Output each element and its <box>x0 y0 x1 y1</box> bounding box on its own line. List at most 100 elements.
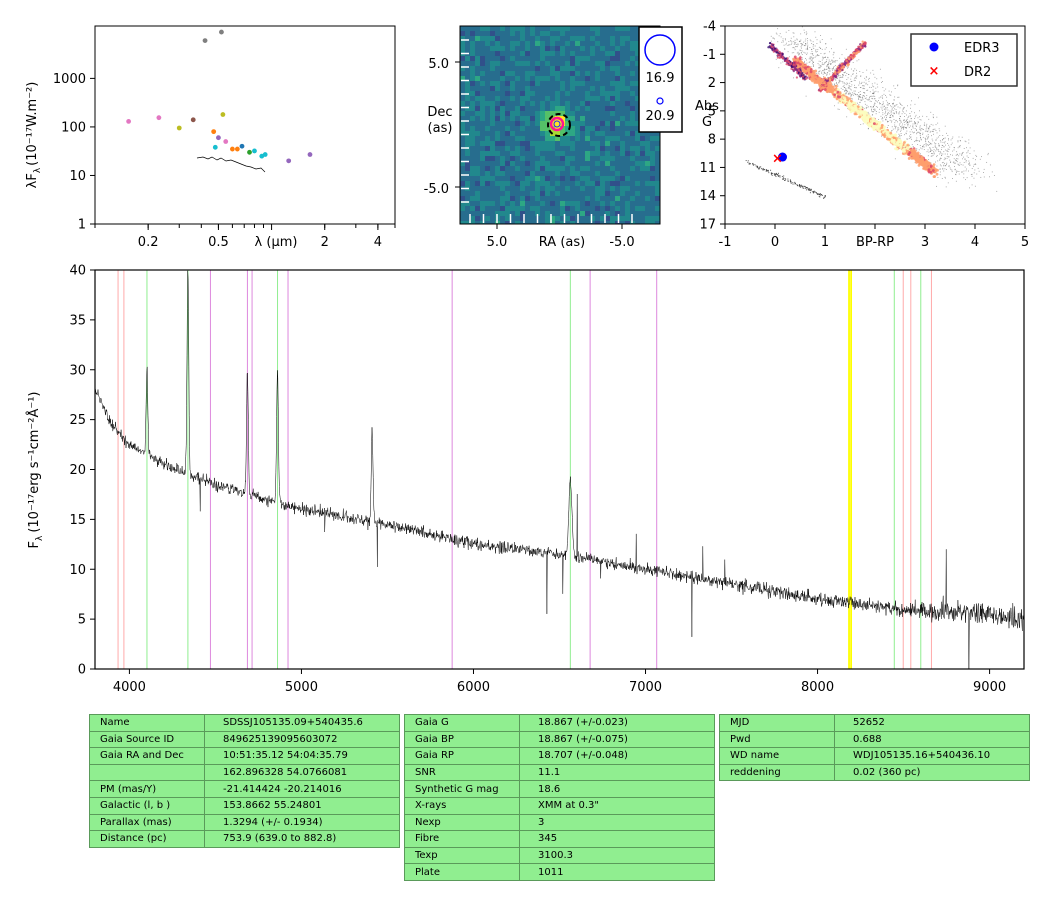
legend-edr3-label: EDR3 <box>964 41 1000 56</box>
spectrum-xtick-label: 8000 <box>801 680 834 695</box>
sed-point <box>252 148 257 154</box>
sed-point <box>247 149 252 155</box>
spectrum-panel: 0 5 10 15 20 25 30 35 40 4000 5000 6000 7000 8000 9000… <box>26 264 1025 695</box>
legend-dr2-label: DR2 <box>964 65 991 80</box>
cmd-ytick-label: 2 <box>708 76 716 91</box>
table-value-cell: WDJ105135.16+540436.10 <box>834 747 1030 765</box>
sed-ytick-label: 1 <box>78 218 86 233</box>
image-legend: 16.9 20.9 <box>638 26 683 133</box>
sed-xtick-label: 0.5 <box>208 235 229 250</box>
image-xtick-right: -5.0 <box>609 235 634 250</box>
table-value-cell: 18.867 (+/-0.075) <box>519 730 715 749</box>
table-value-cell: 3 <box>519 813 715 832</box>
spectrum-line <box>95 270 1024 669</box>
dr2-point: × <box>772 152 783 167</box>
edr3-point <box>778 152 787 162</box>
sed-panel: 1 10 100 1000 0.2 0.5 2 4 λ (μm) λFλ(10⁻¹⁷W.m⁻… <box>25 25 396 250</box>
spectrum-ytick-label: 40 <box>69 264 86 279</box>
cmd-ylabel-line2: G <box>702 115 712 130</box>
sed-ytick-label: 1000 <box>53 72 86 87</box>
sed-point <box>234 146 240 152</box>
source-marker <box>547 113 571 137</box>
cmd-xtick-label: 3 <box>921 235 929 250</box>
spectrum-ytick-label: 15 <box>69 513 86 528</box>
table-row: MJD 52652 <box>719 714 1030 732</box>
table-value-cell: 52652 <box>834 714 1030 732</box>
table-value-cell: 1.3294 (+/- 0.1934) <box>204 813 400 832</box>
sed-point <box>176 125 182 131</box>
table-row: Fibre 345 <box>404 830 715 848</box>
sed-point <box>262 152 268 157</box>
spectrum-ytick-label: 30 <box>69 363 86 378</box>
table-key-cell: Galactic (l, b ) <box>89 796 205 815</box>
spectrum-xtick-label: 9000 <box>973 680 1006 695</box>
table-value-cell: 3100.3 <box>519 846 715 865</box>
cmd-ytick-label: 5 <box>708 104 716 119</box>
table-row: Galactic (l, b ) 153.8662 55.24801 <box>89 796 400 815</box>
image-ylabel-line2: (as) <box>428 121 453 136</box>
table-key-cell: MJD <box>719 714 835 732</box>
table-key-cell: Pwd <box>719 730 835 749</box>
table-row: Gaia Source ID 849625139095603072 <box>89 730 400 749</box>
table-key-cell: Gaia G <box>404 714 520 732</box>
table-value-cell: 0.688 <box>834 730 1030 749</box>
table-row: Parallax (mas) 1.3294 (+/- 0.1934) <box>89 813 400 832</box>
table-key-cell: SNR <box>404 763 520 782</box>
spectrum-ytick-label: 10 <box>69 563 86 578</box>
table-row: WD name WDJ105135.16+540436.10 <box>719 747 1030 765</box>
table-row: Pwd 0.688 <box>719 730 1030 749</box>
info-table-2: Gaia G 18.867 (+/-0.023) Gaia BP 18.867 (+/… <box>404 714 715 881</box>
table-row: X-rays XMM at 0.3" <box>404 796 715 815</box>
cmd-ytick-label: -4 <box>703 20 716 35</box>
table-row: SNR 11.1 <box>404 763 715 782</box>
table-key-cell: Fibre <box>404 830 520 848</box>
table-value-cell: SDSSJ105135.09+540435.6 <box>204 714 400 732</box>
table-value-cell: 162.896328 54.0766081 <box>204 763 400 782</box>
sed-point <box>211 129 217 135</box>
image-xtick-left: 5.0 <box>487 235 508 250</box>
spectrum-ytick-label: 0 <box>78 663 86 678</box>
cmd-ytick-label: -1 <box>703 48 716 63</box>
sed-point <box>156 115 162 121</box>
table-value-cell: 849625139095603072 <box>204 730 400 749</box>
table-value-cell: 153.8662 55.24801 <box>204 796 400 815</box>
image-ylabel-line1: Dec <box>427 105 452 120</box>
cmd-xtick-label: 1 <box>821 235 829 250</box>
image-ytick-bottom: -5.0 <box>424 182 449 197</box>
legend-bright-circle-icon <box>644 34 676 66</box>
table-row: Gaia RP 18.707 (+/-0.048) <box>404 747 715 765</box>
table-key-cell: Gaia BP <box>404 730 520 749</box>
table-row: Synthetic G mag 18.6 <box>404 780 715 798</box>
table-value-cell: 10:51:35.12 54:04:35.79 <box>204 747 400 765</box>
sed-point <box>220 112 226 117</box>
info-table-3: MJD 52652 Pwd 0.688 WD name WDJ105135.16+5404… <box>719 714 1030 782</box>
table-value-cell: 18.707 (+/-0.048) <box>519 747 715 765</box>
table-key-cell: X-rays <box>404 796 520 815</box>
legend-bright-mag: 16.9 <box>646 71 675 86</box>
table-key-cell: Gaia Source ID <box>89 730 205 749</box>
table-value-cell: 345 <box>519 830 715 848</box>
cmd-legend: EDR3 × DR2 <box>910 33 1018 87</box>
table-value-cell: XMM at 0.3" <box>519 796 715 815</box>
sed-point <box>126 118 132 124</box>
cmd-xtick-label: 0 <box>771 235 779 250</box>
table-row: Gaia BP 18.867 (+/-0.075) <box>404 730 715 749</box>
table-key-cell: Synthetic G mag <box>404 780 520 798</box>
table-key-cell: Parallax (mas) <box>89 813 205 832</box>
sed-point <box>286 158 292 164</box>
sed-xtick-label: 0.2 <box>138 235 159 250</box>
legend-faint-circle-icon <box>656 97 664 105</box>
table-row: Texp 3100.3 <box>404 846 715 865</box>
sed-model-spectrum <box>196 156 266 173</box>
legend-edr3-marker <box>929 42 939 52</box>
spectrum-ytick-label: 35 <box>69 313 86 328</box>
table-value-cell: 18.6 <box>519 780 715 798</box>
sed-point <box>202 38 208 44</box>
table-key-cell <box>89 763 205 782</box>
sed-point <box>190 117 196 123</box>
cmd-ytick-label: 14 <box>699 189 716 204</box>
spectrum-xtick-label: 4000 <box>113 680 146 695</box>
table-key-cell: PM (mas/Y) <box>89 780 205 798</box>
spectrum-ytick-label: 25 <box>69 413 86 428</box>
